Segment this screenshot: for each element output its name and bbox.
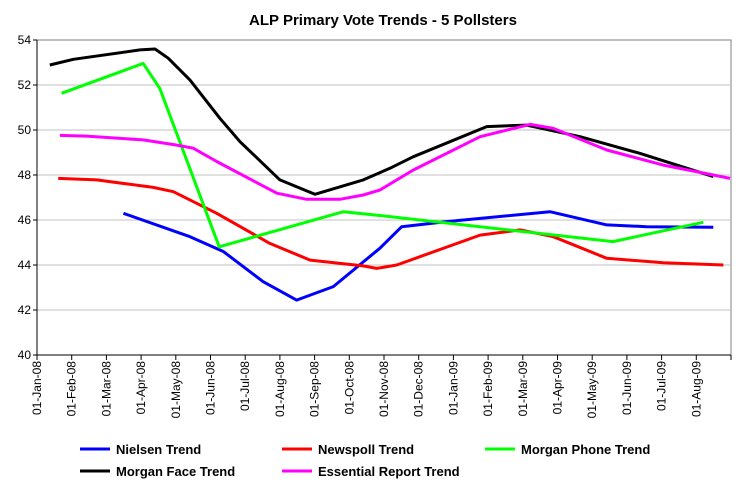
- chart-title: ALP Primary Vote Trends - 5 Pollsters: [249, 12, 517, 29]
- x-tick-label: 01-May-09: [585, 361, 599, 419]
- y-tick-label: 54: [18, 33, 32, 47]
- x-tick-label: 01-Jul-09: [655, 361, 669, 411]
- x-tick-label: 01-Nov-08: [377, 361, 391, 417]
- legend-item: Essential Report Trend: [282, 464, 460, 479]
- x-tick-label: 01-Mar-08: [99, 361, 113, 417]
- plot-area: [36, 39, 732, 356]
- y-tick-label: 40: [18, 348, 32, 362]
- x-tick-label: 01-Apr-08: [134, 361, 148, 415]
- legend-item: Morgan Face Trend: [80, 464, 235, 479]
- y-tick-label: 42: [18, 303, 32, 317]
- x-tick-label: 01-Jul-08: [238, 361, 252, 411]
- x-tick-label: 01-Dec-08: [412, 361, 426, 417]
- legend-label: Morgan Phone Trend: [521, 442, 650, 457]
- x-tick-label: 01-Sep-08: [308, 361, 322, 417]
- x-tick-label: 01-Feb-09: [481, 361, 495, 417]
- x-tick-label: 01-Feb-08: [65, 361, 79, 417]
- legend-label: Essential Report Trend: [318, 464, 460, 479]
- series-line-morgan-face-trend: [49, 47, 714, 196]
- x-tick-label: 01-May-08: [169, 361, 183, 419]
- y-tick-label: 50: [18, 123, 32, 137]
- y-tick-label: 46: [18, 213, 32, 227]
- y-tick-label: 48: [18, 168, 32, 182]
- legend-item: Morgan Phone Trend: [485, 442, 650, 457]
- series-line-essential-report-trend: [59, 122, 731, 201]
- legend-item: Newspoll Trend: [282, 442, 414, 457]
- x-tick-label: 01-Aug-09: [689, 361, 703, 417]
- legend-label: Newspoll Trend: [318, 442, 414, 457]
- series-line-morgan-phone-trend: [61, 61, 704, 249]
- x-tick-label: 01-Aug-08: [273, 361, 287, 417]
- legend-label: Nielsen Trend: [116, 442, 201, 457]
- x-tick-label: 01-Jan-08: [30, 361, 44, 415]
- x-tick-label: 01-Jan-09: [446, 361, 460, 415]
- x-tick-label: 01-Oct-08: [342, 361, 356, 415]
- series-line-nielsen-trend: [122, 210, 714, 302]
- legend-item: Nielsen Trend: [80, 442, 201, 457]
- y-tick-label: 44: [18, 258, 32, 272]
- x-tick-label: 01-Jun-09: [620, 361, 634, 415]
- y-tick-label: 52: [18, 78, 32, 92]
- legend-label: Morgan Face Trend: [116, 464, 235, 479]
- x-tick-label: 01-Mar-09: [516, 361, 530, 417]
- x-tick-label: 01-Jun-08: [204, 361, 218, 415]
- series-line-newspoll-trend: [58, 176, 724, 270]
- x-tick-label: 01-Apr-09: [551, 361, 565, 415]
